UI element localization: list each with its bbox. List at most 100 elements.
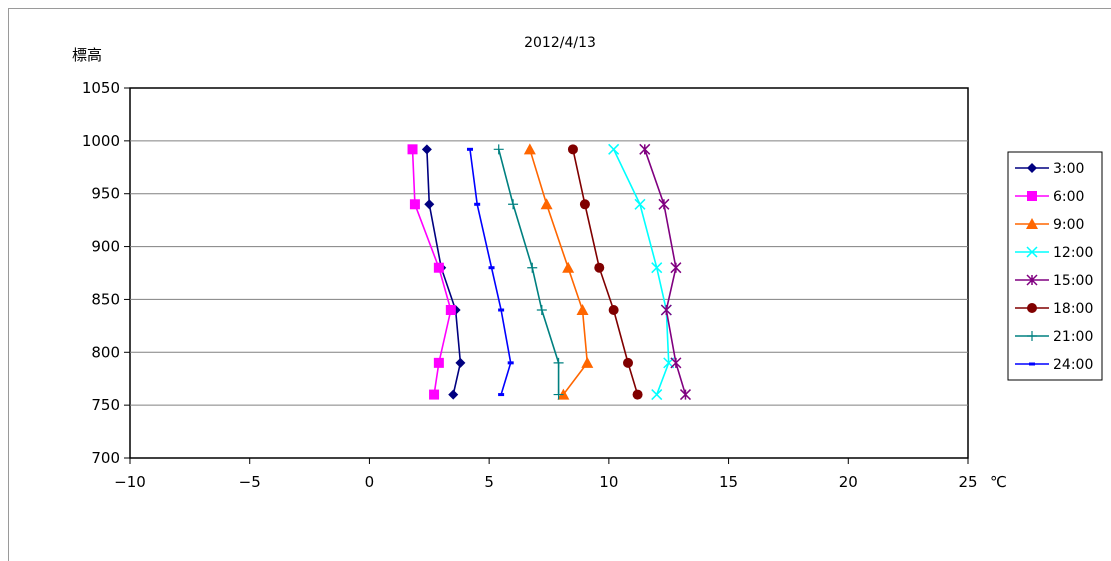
- legend-item: 12:00: [1015, 245, 1093, 261]
- legend-label: 18:00: [1053, 301, 1093, 317]
- y-tick-label: 800: [91, 343, 120, 361]
- data-point: [445, 305, 456, 315]
- legend-marker: [1027, 191, 1037, 201]
- series-18:00: [567, 144, 643, 400]
- data-point: [433, 357, 444, 368]
- data-point: [433, 262, 444, 273]
- data-point: [424, 199, 435, 210]
- data-point: [679, 389, 692, 401]
- data-point: [498, 308, 505, 312]
- series-6:00: [407, 144, 456, 400]
- series-line: [612, 148, 670, 395]
- legend-label: 12:00: [1053, 245, 1093, 261]
- series-line: [411, 149, 452, 395]
- legend-label: 24:00: [1053, 357, 1093, 373]
- y-tick-label: 1000: [82, 132, 120, 150]
- series-15:00: [639, 143, 692, 401]
- legend-item: 15:00: [1015, 273, 1093, 289]
- series-12:00: [608, 143, 675, 401]
- data-point: [498, 393, 505, 397]
- series-line: [426, 149, 462, 395]
- legend-marker: [1026, 246, 1038, 258]
- data-point: [527, 262, 538, 273]
- legend-label: 3:00: [1053, 161, 1084, 177]
- data-point: [488, 266, 495, 270]
- data-point: [429, 389, 440, 400]
- data-point: [562, 261, 575, 273]
- data-point: [608, 143, 620, 155]
- legend-marker: [1026, 218, 1038, 229]
- data-point: [670, 357, 682, 369]
- data-point: [536, 305, 547, 315]
- data-point: [576, 304, 589, 315]
- legend-label: 21:00: [1053, 329, 1093, 345]
- data-point: [474, 202, 481, 206]
- x-tick-label: 25: [958, 473, 977, 491]
- series-24:00: [466, 147, 514, 397]
- data-point: [634, 198, 646, 210]
- series-line: [497, 149, 560, 395]
- series-line: [644, 149, 687, 395]
- legend-item: 9:00: [1015, 217, 1084, 233]
- series-layer: [407, 143, 692, 401]
- plot-area: [129, 87, 969, 459]
- data-point: [651, 389, 663, 401]
- x-tick-label: −5: [239, 473, 261, 491]
- data-point: [553, 357, 564, 368]
- data-point: [639, 143, 651, 155]
- gridlines: [130, 140, 968, 406]
- legend-items: 3:00 6:00 9:00 12:00 15:00 18:00 21:00 24:00: [1015, 161, 1093, 373]
- x-tick-label: 20: [839, 473, 858, 491]
- data-point: [448, 389, 459, 400]
- data-point: [579, 199, 590, 210]
- y-tick-label: 1050: [82, 79, 120, 97]
- data-point: [507, 361, 514, 365]
- data-point: [421, 144, 432, 155]
- data-point: [409, 199, 420, 210]
- y-tick-label: 700: [91, 449, 120, 467]
- data-point: [660, 304, 672, 316]
- legend-item: 6:00: [1015, 189, 1084, 205]
- data-point: [581, 356, 594, 368]
- y-tick-label: 900: [91, 238, 120, 256]
- data-point: [523, 143, 536, 155]
- data-point: [455, 357, 466, 368]
- data-point: [553, 389, 564, 400]
- legend-marker: [1029, 362, 1035, 366]
- data-point: [670, 262, 682, 274]
- data-point: [658, 198, 670, 210]
- x-tick-label: 0: [365, 473, 375, 491]
- legend-item: 3:00: [1015, 161, 1084, 177]
- chart-title: 2012/4/13: [524, 35, 596, 51]
- y-tick-label: 750: [91, 396, 120, 414]
- legend-marker: [1027, 163, 1037, 173]
- legend-label: 15:00: [1053, 273, 1093, 289]
- data-point: [466, 147, 473, 151]
- x-tick-label: −10: [114, 473, 146, 491]
- legend-item: 18:00: [1015, 301, 1093, 317]
- legend-item: 24:00: [1015, 357, 1093, 373]
- y-tick-label: 950: [91, 185, 120, 203]
- legend-label: 9:00: [1053, 217, 1084, 233]
- series-line: [469, 149, 512, 395]
- chart-frame: [8, 8, 1111, 561]
- legend-label: 6:00: [1053, 189, 1084, 205]
- data-point: [594, 262, 605, 273]
- legend: 3:00 6:00 9:00 12:00 15:00 18:00 21:00 24:00: [1007, 151, 1103, 381]
- x-axis-unit: ℃: [990, 473, 1007, 491]
- data-point: [493, 144, 504, 155]
- legend-marker: [1027, 303, 1037, 313]
- legend-item: 21:00: [1015, 329, 1093, 345]
- x-tick-label: 15: [719, 473, 738, 491]
- x-tick-label: 5: [484, 473, 494, 491]
- legend-box: [1007, 151, 1103, 381]
- series-21:00: [493, 144, 564, 400]
- x-tick-label: 10: [599, 473, 618, 491]
- data-point: [567, 144, 578, 155]
- data-point: [608, 305, 619, 315]
- series-9:00: [523, 143, 594, 400]
- legend-marker: [1027, 331, 1037, 341]
- x-ticks: −10 −5 0 5 10 15 20 25: [114, 458, 978, 491]
- legend-marker: [1026, 274, 1038, 286]
